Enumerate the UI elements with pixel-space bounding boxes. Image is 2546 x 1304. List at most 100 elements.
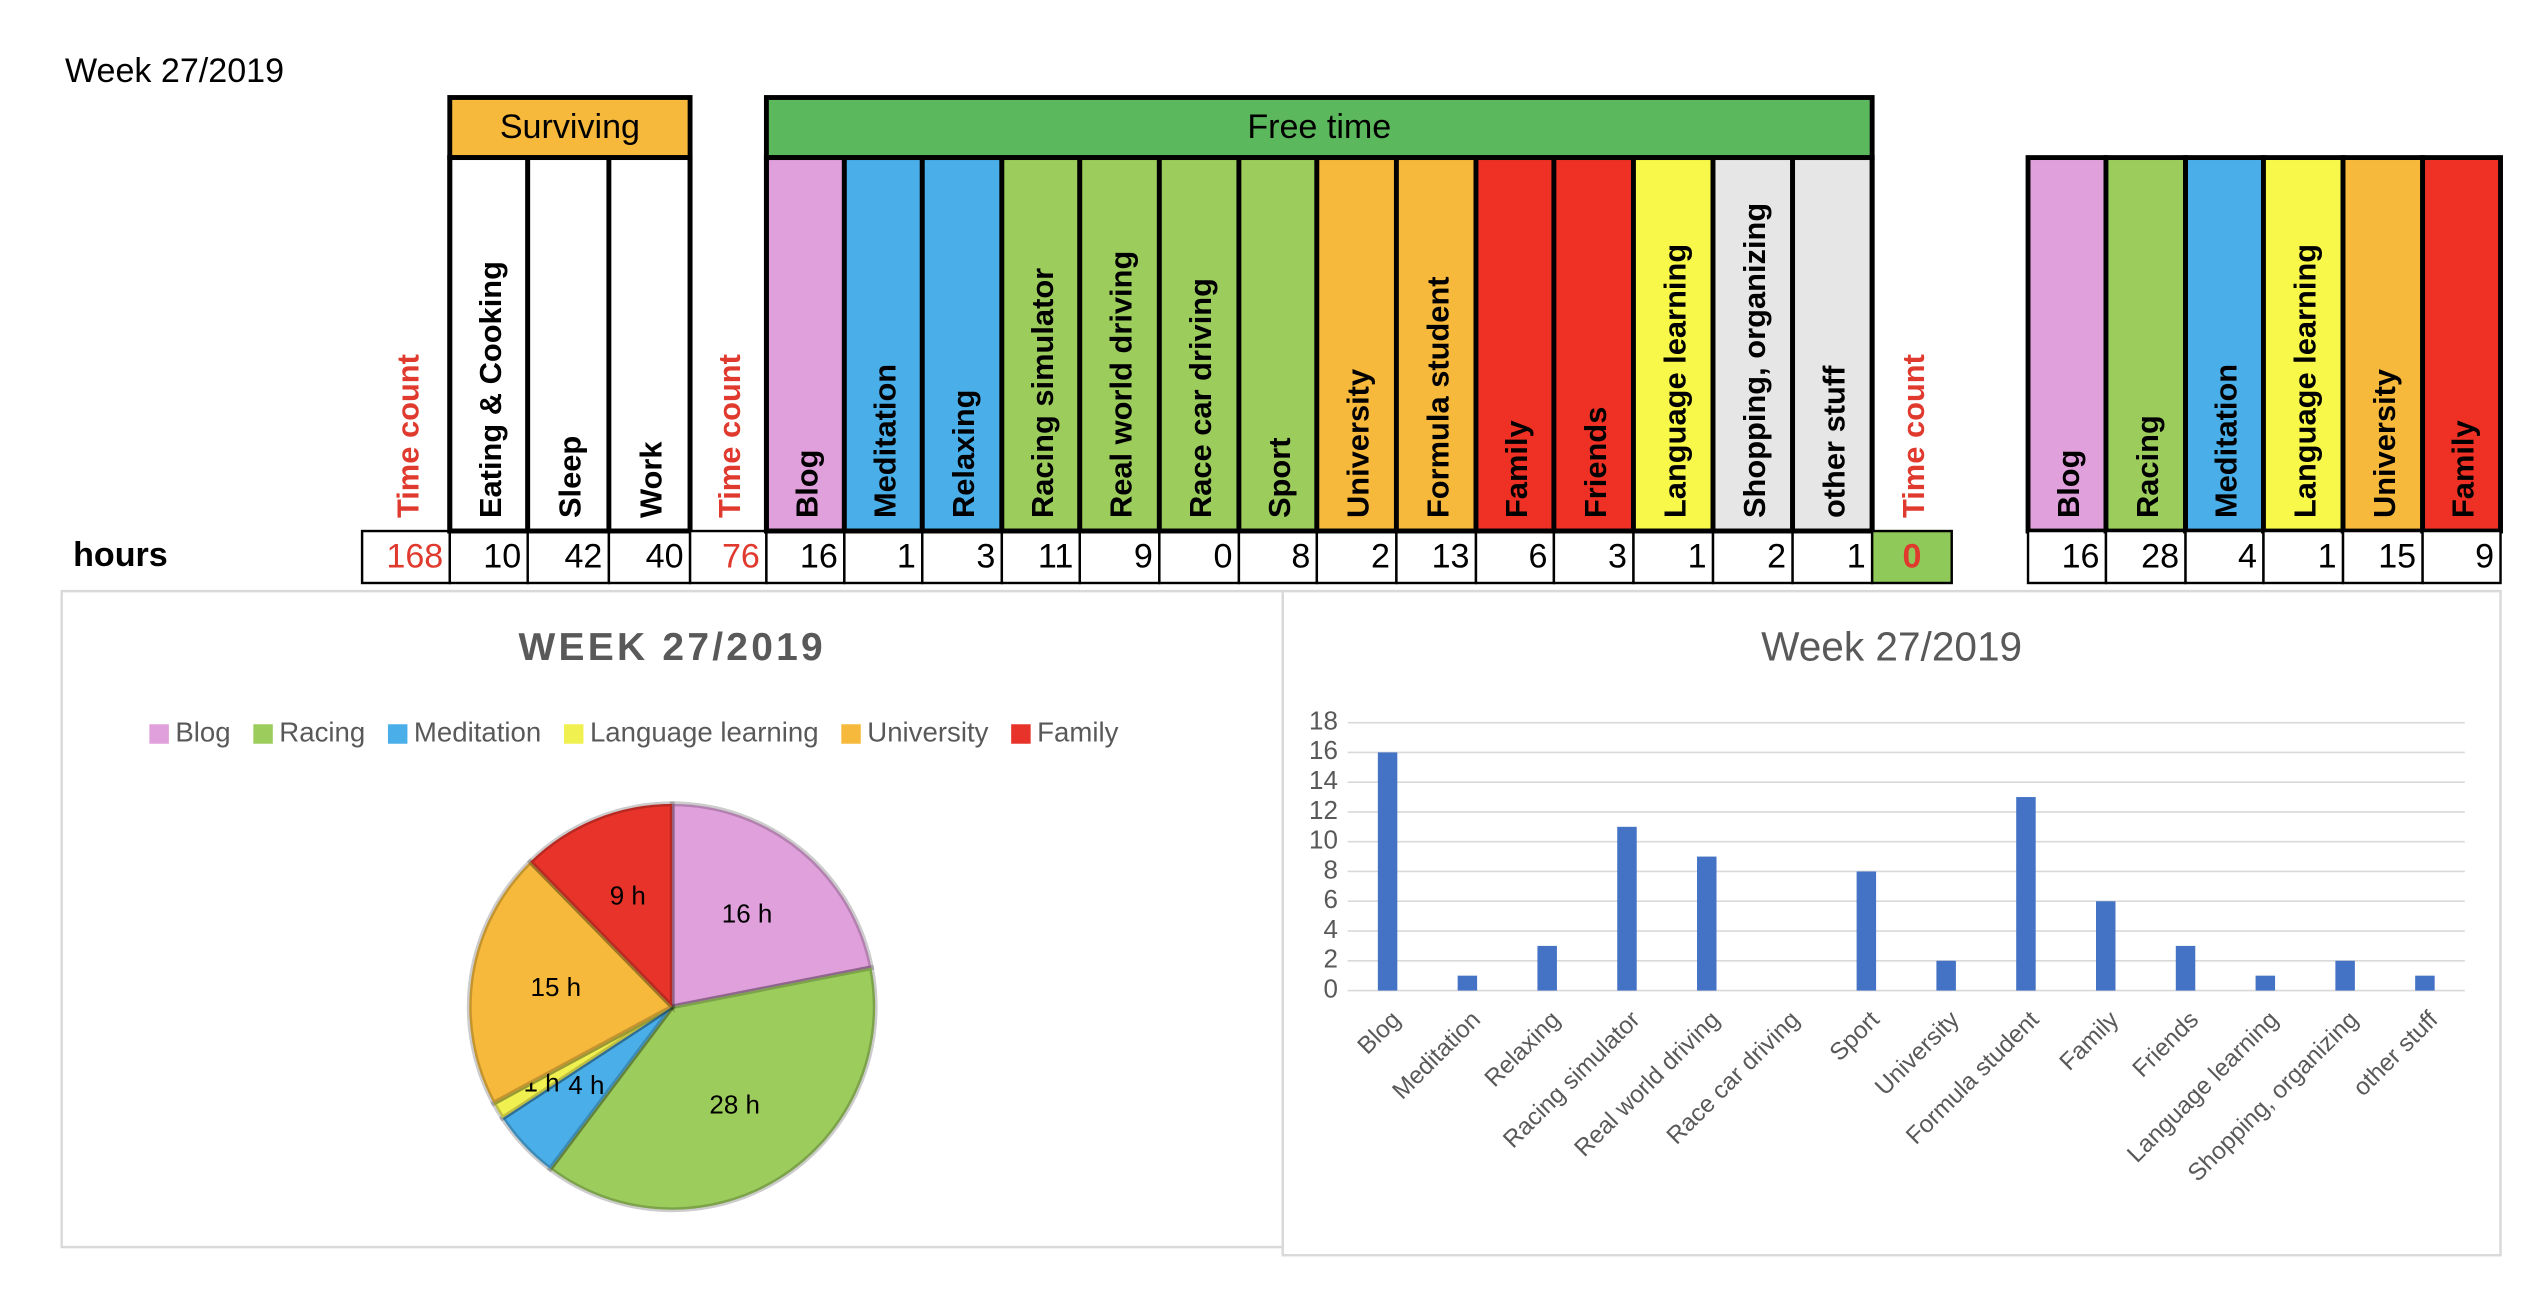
- bar: [2335, 960, 2355, 991]
- value-cell: [1078, 529, 1161, 585]
- section-label: Surviving: [500, 108, 640, 146]
- y-tick-label: 12: [1309, 795, 1338, 825]
- cell-value: 2: [1767, 538, 1786, 576]
- bar: [1617, 826, 1637, 991]
- y-tick-label: 4: [1323, 914, 1337, 944]
- section-outline: [763, 155, 1875, 534]
- y-tick-label: 10: [1309, 825, 1338, 855]
- value-cell: [1870, 529, 1953, 585]
- cell-value: 3: [1608, 538, 1627, 576]
- column-header: Meditation: [2209, 364, 2244, 518]
- cell-value: 10: [483, 538, 521, 576]
- legend-label: University: [867, 716, 988, 747]
- bar: [1856, 871, 1877, 991]
- bar: [2415, 975, 2435, 991]
- cell-value: 40: [646, 538, 684, 576]
- section-header: [447, 95, 693, 161]
- y-tick-label: 18: [1309, 705, 1338, 735]
- cell-value: 6: [1528, 538, 1547, 576]
- slice-label: 28 h: [709, 1089, 760, 1119]
- header-cell: [1551, 155, 1636, 534]
- cell-value: 4: [2238, 538, 2257, 576]
- value-cell: [2421, 529, 2502, 585]
- cell-value: 15: [2378, 538, 2416, 576]
- cell-value: 42: [564, 538, 602, 576]
- value-cell: [360, 529, 451, 585]
- y-tick-label: 0: [1323, 973, 1337, 1003]
- column-header: University: [2367, 369, 2402, 518]
- header-cell: [2183, 155, 2266, 534]
- legend-swatch: [841, 724, 861, 744]
- value-cell: [1552, 529, 1635, 585]
- column-header: Time count: [1896, 354, 1931, 518]
- column-header: Friends: [1578, 407, 1613, 518]
- slice-label: 16 h: [722, 899, 773, 929]
- header-cell: [606, 155, 693, 534]
- cell-value: 28: [2141, 538, 2179, 576]
- column-header: University: [1341, 369, 1376, 518]
- cell-value: 1: [2318, 538, 2337, 576]
- cell-value: 11: [1038, 538, 1073, 576]
- column-header: Racing simulator: [1025, 268, 1060, 518]
- legend-swatch: [563, 724, 584, 744]
- slice-label: 15 h: [531, 972, 582, 1002]
- bar: [2175, 945, 2196, 991]
- cell-value: 2: [1371, 538, 1390, 576]
- bar: [1936, 960, 1956, 991]
- cell-value: 1: [1688, 538, 1707, 576]
- cell-value: 16: [2062, 538, 2100, 576]
- cell-value: 3: [976, 538, 995, 576]
- row-label: hours: [73, 536, 168, 574]
- header-cell: [2420, 155, 2503, 534]
- bar: [1457, 975, 1478, 991]
- bar: [2255, 975, 2276, 991]
- legend-swatch: [149, 724, 169, 744]
- value-cell: [607, 529, 692, 585]
- chart-title: Week 27/2019: [1761, 623, 2022, 669]
- column-header: Language learning: [1657, 244, 1692, 518]
- legend-swatch: [387, 724, 408, 744]
- column-header: other stuff: [1817, 365, 1852, 518]
- cell-value: 0: [1213, 538, 1232, 576]
- bar: [1537, 945, 1557, 991]
- legend-swatch: [253, 724, 273, 744]
- pie-slice: [669, 801, 875, 1010]
- column-header: Race car driving: [1183, 278, 1218, 518]
- cell-value: 13: [1432, 538, 1470, 576]
- column-header: Racing: [2130, 415, 2165, 518]
- column-header: Blog: [2051, 450, 2086, 519]
- pie-slice: [546, 964, 878, 1213]
- y-tick-label: 8: [1323, 854, 1337, 884]
- value-cell: [688, 529, 768, 585]
- value-cell: [765, 529, 846, 585]
- cell-value: 8: [1291, 538, 1310, 576]
- column-header: Sport: [1262, 438, 1297, 519]
- header-cell: [841, 155, 925, 534]
- header-cell: [2261, 155, 2346, 534]
- column-header: Family: [1499, 420, 1534, 518]
- value-cell: [843, 529, 924, 585]
- cell-value: 1: [897, 538, 916, 576]
- column-header: Meditation: [867, 364, 902, 518]
- pie-slice: [499, 1004, 675, 1173]
- slice-label: 4 h: [568, 1070, 604, 1100]
- cell-value: 9: [1134, 538, 1153, 576]
- sheet-title: Week 27/2019: [65, 52, 284, 90]
- pie-slice: [526, 801, 675, 1013]
- header-cell: [2025, 155, 2109, 534]
- legend-label: Meditation: [414, 716, 541, 747]
- section-header: [763, 95, 1875, 161]
- pie-slice: [466, 858, 677, 1107]
- legend-label: Language learning: [590, 716, 819, 747]
- column-header: Work: [634, 441, 669, 518]
- column-header: Relaxing: [946, 389, 981, 518]
- y-tick-label: 14: [1309, 765, 1338, 795]
- column-header: Language learning: [2287, 244, 2322, 518]
- value-cell: [1395, 529, 1478, 585]
- cell-value: 9: [2475, 538, 2494, 576]
- bar: [1697, 856, 1717, 991]
- legend-label: Blog: [175, 716, 230, 747]
- chart-title: WEEK 27/2019: [518, 626, 825, 669]
- slice-label: 9 h: [610, 881, 646, 911]
- legend-label: Family: [1037, 716, 1118, 747]
